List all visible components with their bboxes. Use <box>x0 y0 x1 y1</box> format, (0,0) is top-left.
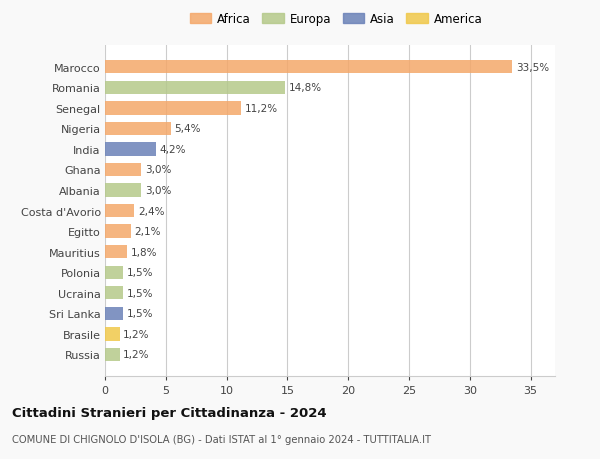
Text: 11,2%: 11,2% <box>245 104 278 113</box>
Legend: Africa, Europa, Asia, America: Africa, Europa, Asia, America <box>185 8 487 31</box>
Text: 1,5%: 1,5% <box>127 268 154 278</box>
Text: 5,4%: 5,4% <box>175 124 201 134</box>
Bar <box>105 143 156 156</box>
Text: 1,2%: 1,2% <box>123 329 150 339</box>
Bar <box>105 307 123 320</box>
Bar <box>105 61 512 74</box>
Bar <box>105 328 119 341</box>
Bar <box>105 348 119 361</box>
Bar <box>105 246 127 259</box>
Text: 2,1%: 2,1% <box>134 227 161 237</box>
Text: 1,5%: 1,5% <box>127 309 154 319</box>
Text: COMUNE DI CHIGNOLO D'ISOLA (BG) - Dati ISTAT al 1° gennaio 2024 - TUTTITALIA.IT: COMUNE DI CHIGNOLO D'ISOLA (BG) - Dati I… <box>12 434 431 444</box>
Bar <box>105 81 285 95</box>
Bar <box>105 286 123 300</box>
Bar <box>105 163 142 177</box>
Text: 4,2%: 4,2% <box>160 145 186 155</box>
Text: 3,0%: 3,0% <box>145 185 172 196</box>
Bar <box>105 204 134 218</box>
Text: 14,8%: 14,8% <box>289 83 322 93</box>
Bar <box>105 266 123 280</box>
Text: 1,8%: 1,8% <box>131 247 157 257</box>
Text: 1,2%: 1,2% <box>123 350 150 360</box>
Bar <box>105 102 241 115</box>
Text: 33,5%: 33,5% <box>516 62 549 73</box>
Text: 3,0%: 3,0% <box>145 165 172 175</box>
Text: Cittadini Stranieri per Cittadinanza - 2024: Cittadini Stranieri per Cittadinanza - 2… <box>12 406 326 419</box>
Text: 2,4%: 2,4% <box>138 206 164 216</box>
Bar <box>105 184 142 197</box>
Bar <box>105 123 170 136</box>
Bar <box>105 225 131 238</box>
Text: 1,5%: 1,5% <box>127 288 154 298</box>
